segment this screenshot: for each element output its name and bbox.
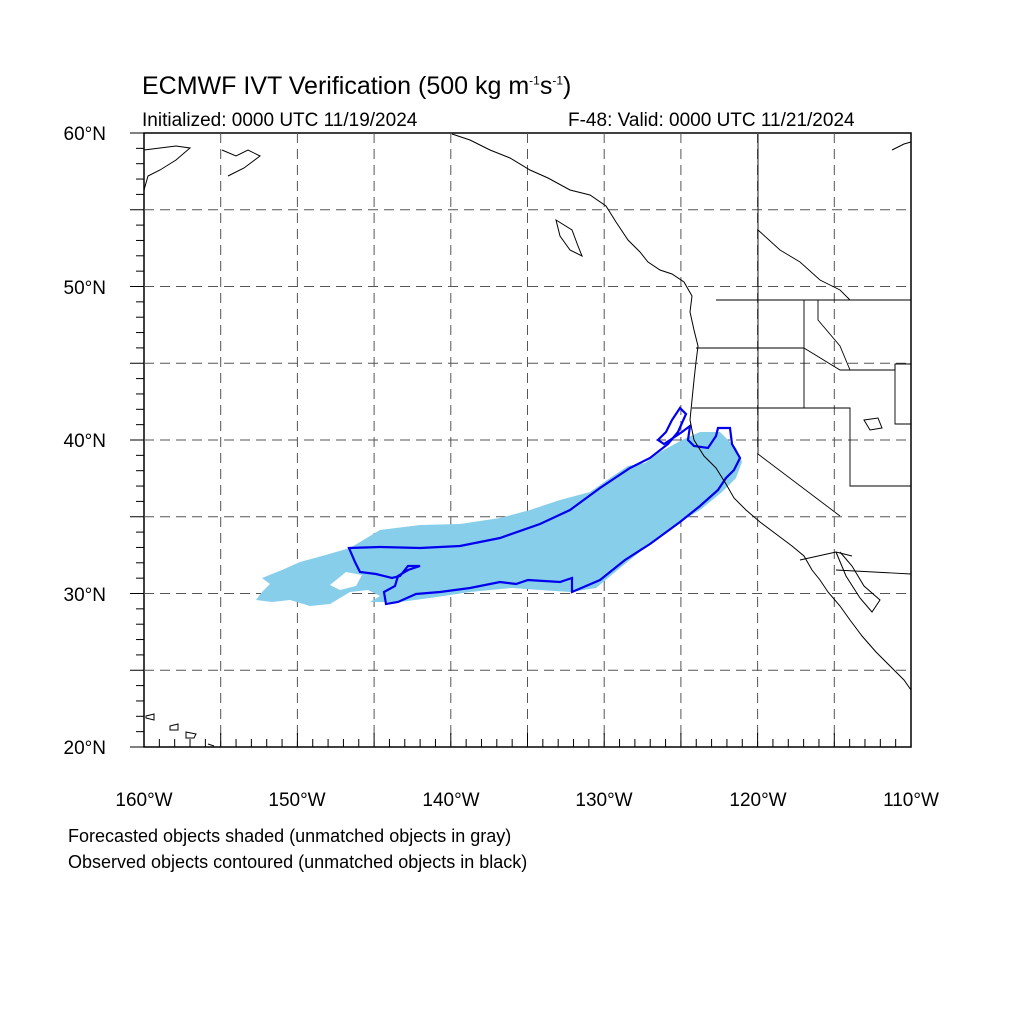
coastlines — [143, 133, 912, 747]
legend-note-observed: Observed objects contoured (unmatched ob… — [68, 852, 528, 872]
political-borders — [692, 134, 912, 575]
forecast-object-gap — [330, 572, 362, 590]
lon-label-130w: 130°W — [575, 790, 632, 811]
lat-label-20n: 20°N — [64, 738, 106, 759]
grid-lines — [144, 133, 911, 747]
axis-ticks — [130, 132, 912, 748]
lat-label-60n: 60°N — [64, 124, 106, 145]
lon-label-140w: 140°W — [422, 790, 479, 811]
lat-label-50n: 50°N — [64, 278, 106, 299]
lat-label-40n: 40°N — [64, 431, 106, 452]
lon-label-120w: 120°W — [729, 790, 786, 811]
valid-time: F-48: Valid: 0000 UTC 11/21/2024 — [568, 110, 855, 131]
observed-object-contour — [347, 406, 742, 606]
chart-title: ECMWF IVT Verification (500 kg m-1s-1) — [142, 72, 572, 100]
lon-label-160w: 160°W — [115, 790, 172, 811]
initialized-time: Initialized: 0000 UTC 11/19/2024 — [142, 110, 418, 131]
legend-note-forecast: Forecasted objects shaded (unmatched obj… — [68, 826, 512, 846]
lon-label-110w: 110°W — [883, 790, 939, 811]
lon-label-150w: 150°W — [268, 790, 325, 811]
lat-label-30n: 30°N — [64, 585, 106, 606]
